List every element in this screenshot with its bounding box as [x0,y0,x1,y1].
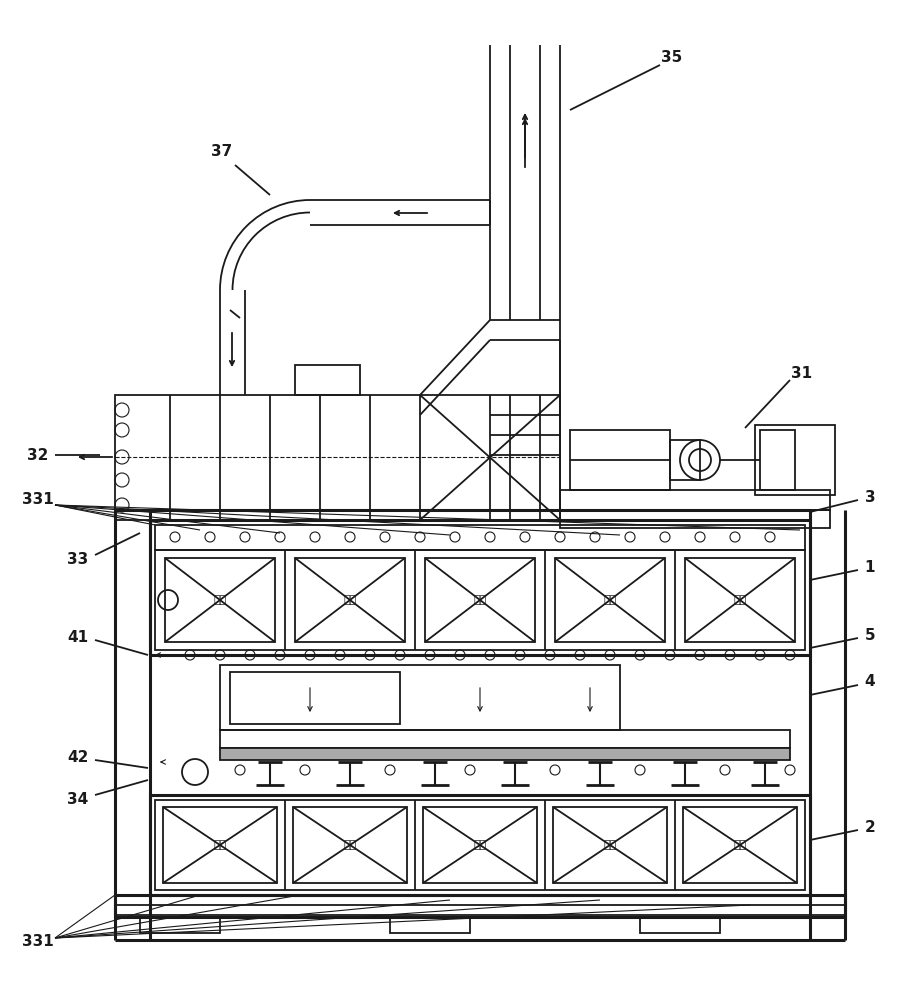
Bar [220,665,620,730]
Text: 1: 1 [864,560,875,574]
Bar [155,550,805,650]
Bar [155,525,805,550]
Bar [220,748,790,760]
Bar [115,905,845,915]
Bar [140,917,220,933]
Text: 四区: 四区 [603,840,617,850]
Bar [163,807,277,883]
Bar [295,365,360,395]
Bar [150,520,810,655]
Text: 三区: 三区 [473,595,487,605]
Bar [293,807,407,883]
Text: 3: 3 [864,489,875,504]
Text: 35: 35 [661,49,683,64]
Text: 34: 34 [67,792,89,808]
Bar [295,558,405,642]
Bar [683,807,797,883]
Text: 33: 33 [67,552,89,568]
Bar [755,425,835,495]
Text: 一区: 一区 [213,595,227,605]
Text: 2: 2 [864,820,875,834]
Bar [220,730,790,748]
Text: 331: 331 [22,934,54,950]
Bar [155,800,805,890]
Text: 一区: 一区 [213,840,227,850]
Text: 二区: 二区 [344,840,356,850]
Text: 37: 37 [211,144,232,159]
Text: 331: 331 [22,492,54,508]
Text: 五区: 五区 [734,840,746,850]
Text: 42: 42 [67,750,89,766]
Bar [670,440,700,480]
Text: 三区: 三区 [473,840,487,850]
Bar [115,895,845,917]
Text: 五区: 五区 [734,595,746,605]
Text: 41: 41 [67,631,89,646]
Bar [640,917,720,933]
Text: 四区: 四区 [603,595,617,605]
Bar [230,672,400,724]
Bar [685,558,795,642]
Text: 二区: 二区 [344,595,356,605]
Bar [760,430,795,490]
Bar [555,558,665,642]
Text: 4: 4 [864,674,875,690]
Text: 31: 31 [792,365,813,380]
Text: 5: 5 [864,628,875,643]
Bar [553,807,667,883]
Bar [423,807,537,883]
Bar [425,558,535,642]
Text: 32: 32 [27,448,49,462]
Bar [165,558,275,642]
Bar [150,795,810,895]
Bar [390,917,470,933]
Bar [115,395,560,520]
Bar [570,430,670,490]
Bar [560,510,830,528]
Bar [560,490,830,510]
